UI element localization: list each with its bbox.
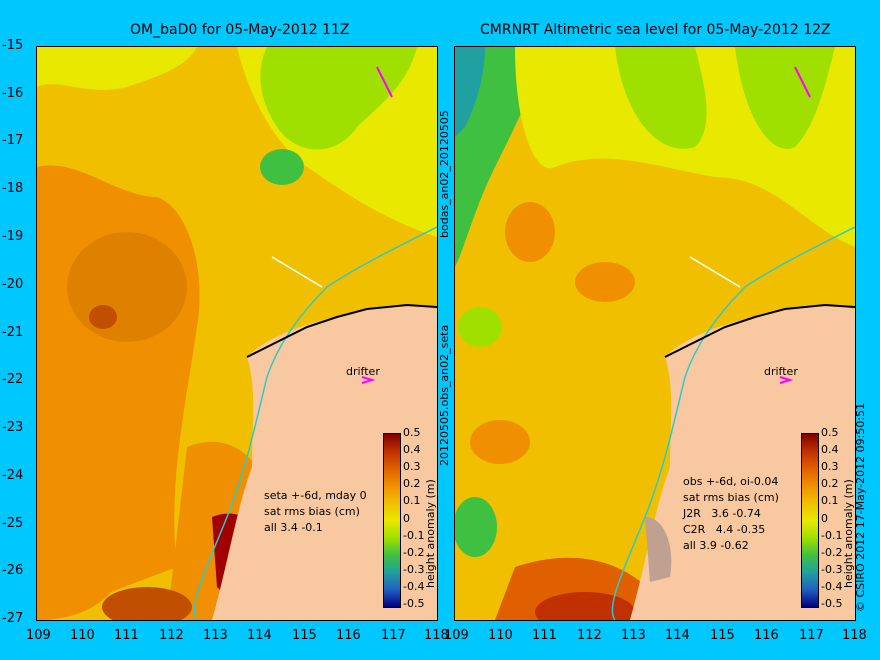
right-colorbar-tick: 0.1 — [821, 494, 839, 507]
right-colorbar-tick: -0.3 — [821, 563, 843, 576]
y-tick-label: -16 — [2, 86, 24, 101]
right-stats-line: sat rms bias (cm) — [683, 491, 779, 504]
right-colorbar-tick: 0.4 — [821, 443, 839, 456]
right-stats-line: all 3.9 -0.62 — [683, 539, 749, 552]
x-tick-label: 116 — [754, 628, 779, 643]
analysis-file-label: bodas_an02_20120505 — [438, 110, 451, 238]
x-tick-label: 118 — [842, 628, 867, 643]
y-tick-label: -24 — [2, 468, 24, 483]
y-tick-label: -22 — [2, 372, 24, 387]
y-tick-label: -17 — [2, 133, 24, 148]
y-tick-label: -23 — [2, 420, 24, 435]
right-stats-line: J2R 3.6 -0.74 — [683, 507, 761, 520]
left-stats: seta +-6d, mday 0 sat rms bias (cm) all … — [264, 488, 367, 536]
x-tick-label: 118 — [424, 628, 449, 643]
x-tick-label: 114 — [665, 628, 690, 643]
right-panel-title: CMRNRT Altimetric sea level for 05-May-2… — [480, 22, 831, 38]
left-colorbar-tick: 0.2 — [403, 477, 421, 490]
x-tick-label: 113 — [203, 628, 228, 643]
right-map-panel — [454, 46, 856, 621]
left-colorbar-tick: 0.1 — [403, 494, 421, 507]
y-tick-label: -26 — [2, 563, 24, 578]
left-map-canvas — [37, 47, 437, 620]
x-tick-label: 117 — [381, 628, 406, 643]
right-colorbar-tick: -0.4 — [821, 580, 843, 593]
x-tick-label: 116 — [336, 628, 361, 643]
right-colorbar-tick: 0.2 — [821, 477, 839, 490]
left-stats-line: seta +-6d, mday 0 — [264, 489, 367, 502]
y-tick-label: -20 — [2, 277, 24, 292]
left-colorbar-tick: 0.4 — [403, 443, 421, 456]
y-tick-label: -21 — [2, 325, 24, 340]
right-colorbar-tick: -0.1 — [821, 529, 843, 542]
x-tick-label: 112 — [159, 628, 184, 643]
y-tick-label: -15 — [2, 38, 24, 53]
right-stats-line: C2R 4.4 -0.35 — [683, 523, 766, 536]
left-colorbar-tick: -0.5 — [403, 597, 425, 610]
left-colorbar-tick: -0.4 — [403, 580, 425, 593]
right-map-canvas — [455, 47, 855, 620]
copyright-label: © CSIRO 2012 17-May-2012 09:50:51 — [854, 402, 867, 612]
left-stats-line: all 3.4 -0.1 — [264, 521, 323, 534]
left-colorbar-tick: 0 — [403, 512, 410, 525]
x-tick-label: 111 — [532, 628, 557, 643]
right-colorbar-tick: 0.5 — [821, 426, 839, 439]
obs-file-label: 20120505.obs_an02_seta — [438, 324, 451, 466]
right-colorbar-tick: 0.3 — [821, 460, 839, 473]
left-colorbar-tick: -0.1 — [403, 529, 425, 542]
left-colorbar-tick: 0.3 — [403, 460, 421, 473]
x-tick-label: 110 — [70, 628, 95, 643]
right-colorbar — [801, 433, 819, 608]
left-stats-line: sat rms bias (cm) — [264, 505, 360, 518]
x-tick-label: 114 — [247, 628, 272, 643]
x-tick-label: 111 — [114, 628, 139, 643]
right-stats-line: obs +-6d, oi-0.04 — [683, 475, 779, 488]
left-colorbar-tick: -0.3 — [403, 563, 425, 576]
x-tick-label: 113 — [621, 628, 646, 643]
left-drifter-label: drifter — [346, 365, 380, 378]
x-tick-label: 112 — [577, 628, 602, 643]
left-colorbar-title: height anomaly (m) — [424, 479, 437, 588]
left-colorbar-tick: -0.2 — [403, 546, 425, 559]
right-colorbar-tick: -0.2 — [821, 546, 843, 559]
x-tick-label: 115 — [710, 628, 735, 643]
x-tick-label: 115 — [292, 628, 317, 643]
right-colorbar-tick: 0 — [821, 512, 828, 525]
right-drifter-label: drifter — [764, 365, 798, 378]
left-colorbar — [383, 433, 401, 608]
right-stats: obs +-6d, oi-0.04 sat rms bias (cm) J2R … — [683, 474, 779, 554]
y-tick-label: -18 — [2, 181, 24, 196]
y-tick-label: -19 — [2, 229, 24, 244]
right-colorbar-tick: -0.5 — [821, 597, 843, 610]
x-tick-label: 109 — [444, 628, 469, 643]
x-tick-label: 117 — [799, 628, 824, 643]
left-map-panel — [36, 46, 438, 621]
x-tick-label: 110 — [488, 628, 513, 643]
left-colorbar-tick: 0.5 — [403, 426, 421, 439]
left-panel-title: OM_baD0 for 05-May-2012 11Z — [130, 22, 350, 38]
x-tick-label: 109 — [26, 628, 51, 643]
y-tick-label: -27 — [2, 611, 24, 626]
y-tick-label: -25 — [2, 516, 24, 531]
